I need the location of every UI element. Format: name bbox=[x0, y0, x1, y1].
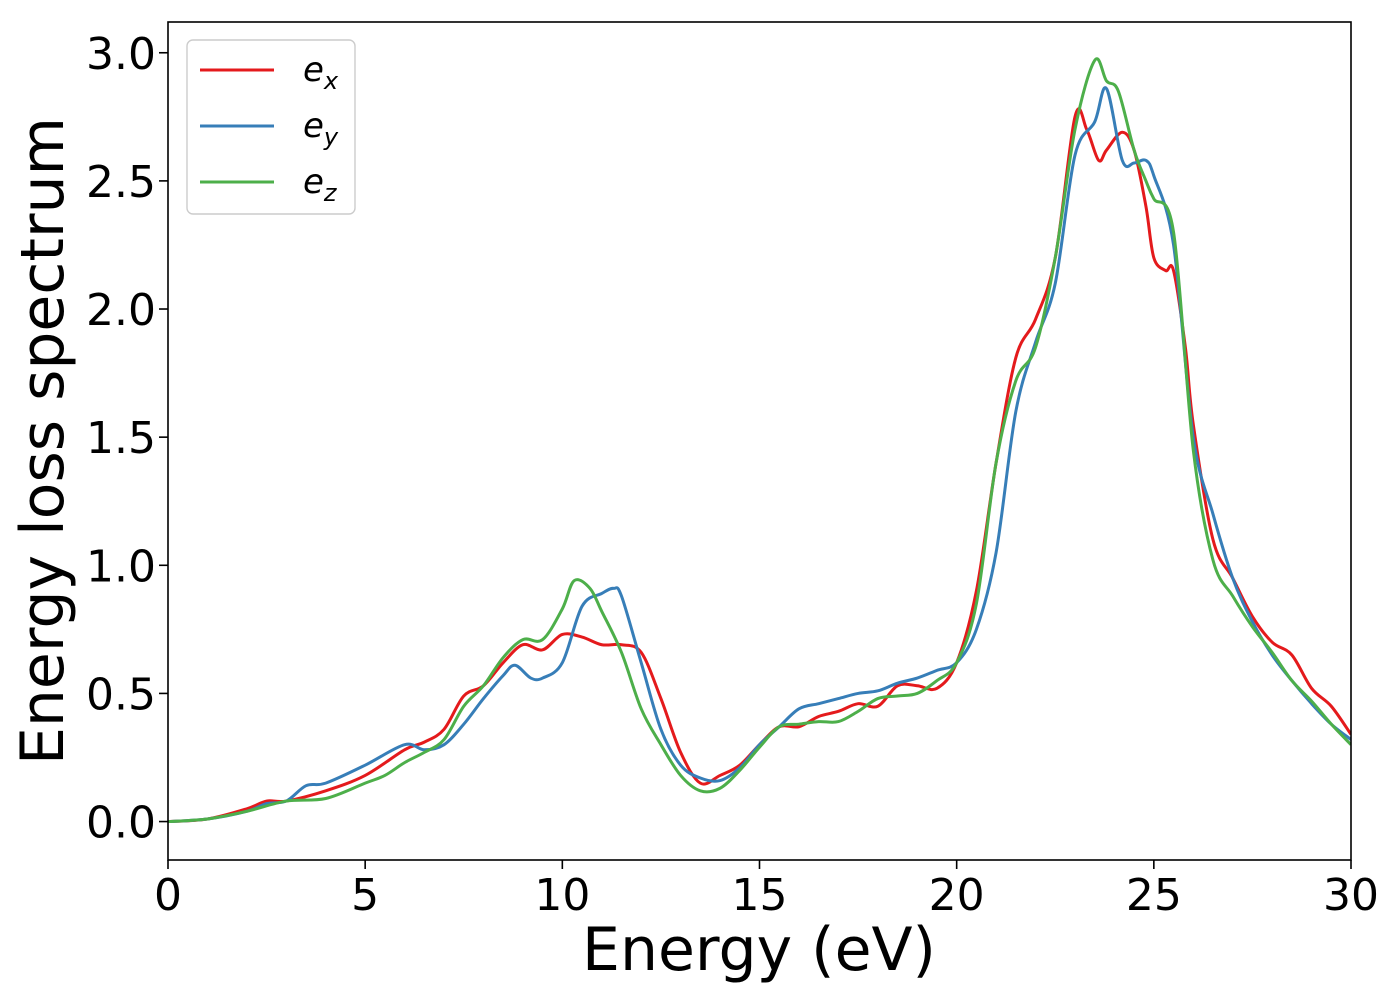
x-tick-label: 20 bbox=[929, 870, 985, 921]
legend: ex ey ez bbox=[186, 39, 356, 215]
series-line-e-y bbox=[168, 86, 1351, 824]
y-tick-label: 1.5 bbox=[86, 413, 156, 464]
x-tick-label: 10 bbox=[534, 870, 590, 921]
y-axis-ticks: 0.0 0.5 1.0 1.5 2.0 2.5 3.0 bbox=[86, 29, 168, 849]
x-tick-label: 30 bbox=[1323, 870, 1379, 921]
x-tick-label: 15 bbox=[732, 870, 788, 921]
x-axis-ticks: 0 5 10 15 20 25 30 bbox=[154, 860, 1379, 921]
y-tick-label: 1.0 bbox=[86, 541, 156, 592]
y-tick-label: 2.0 bbox=[86, 285, 156, 336]
y-tick-label: 2.5 bbox=[86, 157, 156, 208]
series-layer bbox=[168, 57, 1351, 824]
series-line-e-x bbox=[168, 107, 1351, 824]
plot-background bbox=[168, 22, 1351, 860]
x-tick-label: 0 bbox=[154, 870, 182, 921]
legend-label: ey bbox=[303, 106, 339, 151]
y-tick-label: 0.0 bbox=[86, 798, 156, 849]
x-tick-label: 25 bbox=[1126, 870, 1182, 921]
legend-label: ex bbox=[303, 50, 339, 95]
y-tick-label: 3.0 bbox=[86, 29, 156, 80]
y-axis-label: Energy loss spectrum bbox=[8, 117, 78, 765]
legend-label: ez bbox=[303, 162, 338, 207]
x-tick-label: 5 bbox=[351, 870, 379, 921]
y-tick-label: 0.5 bbox=[86, 669, 156, 720]
x-axis-label: Energy (eV) bbox=[582, 915, 936, 985]
series-line-e-z bbox=[168, 57, 1351, 824]
